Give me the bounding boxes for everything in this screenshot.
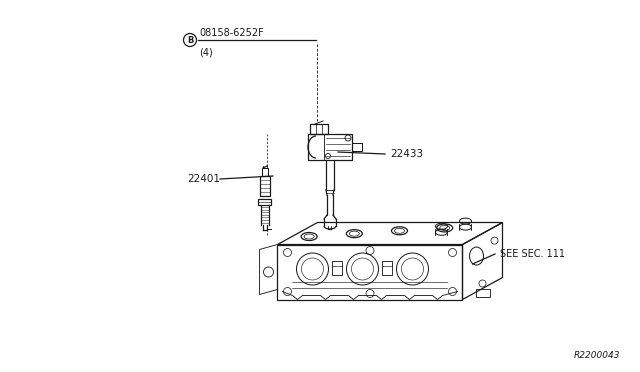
Bar — [477, 289, 490, 296]
Text: 22433: 22433 — [390, 149, 423, 159]
Text: SEE SEC. 111: SEE SEC. 111 — [500, 249, 565, 259]
Bar — [262, 168, 268, 176]
Bar — [259, 199, 271, 205]
Text: 22401: 22401 — [187, 174, 220, 184]
Bar — [260, 176, 270, 196]
Bar — [308, 134, 352, 160]
Bar — [383, 261, 392, 275]
Bar — [333, 261, 342, 275]
Text: R2200043: R2200043 — [573, 351, 620, 360]
Bar — [310, 124, 328, 134]
Text: 08158-6252F: 08158-6252F — [199, 28, 264, 38]
Bar — [352, 143, 362, 151]
Text: (4): (4) — [199, 47, 212, 57]
Text: B: B — [187, 35, 193, 45]
